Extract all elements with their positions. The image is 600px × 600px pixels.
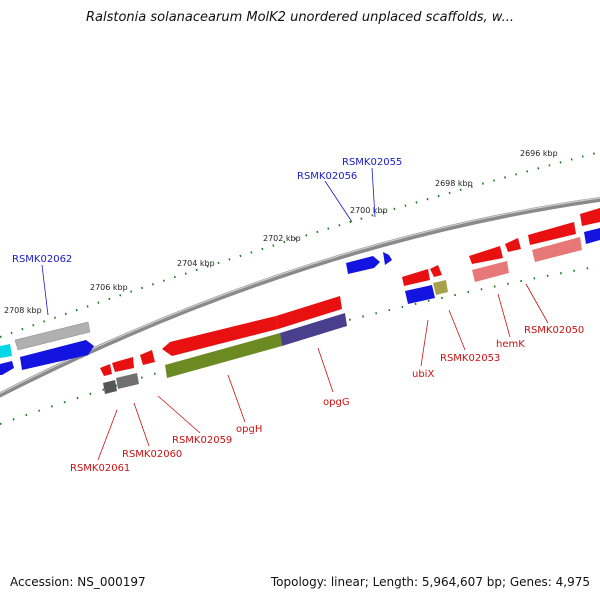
tick-label-2698: 2698 kbp (435, 179, 473, 188)
label-ubiX: ubiX (412, 369, 434, 380)
label-rsmk02050: RSMK02050 (524, 325, 584, 336)
tick-label-2704: 2704 kbp (177, 259, 215, 268)
gene-pink-rsmk02050[interactable] (532, 237, 582, 262)
gene-hemK[interactable] (469, 246, 503, 264)
gene-opgH[interactable] (165, 333, 282, 378)
gene-cyan[interactable] (0, 344, 12, 358)
gene-rsmk02060[interactable] (112, 357, 134, 372)
gene-gray-rsmk02060[interactable] (116, 373, 139, 389)
label-opgG: opgG (323, 397, 350, 408)
label-rsmk02056: RSMK02056 (297, 171, 357, 182)
gene-rsmk02050[interactable] (528, 222, 576, 245)
label-rsmk02062: RSMK02062 (12, 254, 72, 265)
gene-pink-hemK[interactable] (472, 261, 509, 282)
label-rsmk02061: RSMK02061 (70, 463, 130, 474)
gene-rsmk02061[interactable] (100, 364, 112, 376)
gene-rsmk02062[interactable] (20, 340, 94, 370)
label-hemK: hemK (496, 339, 525, 350)
gene-ubiX[interactable] (402, 269, 430, 286)
tick-label-2696: 2696 kbp (520, 149, 558, 158)
tick-label-2702: 2702 kbp (263, 234, 301, 243)
gene-blue-ubix-area[interactable] (405, 285, 435, 304)
label-rsmk02060: RSMK02060 (122, 449, 182, 460)
gene-rsmk02053[interactable] (430, 265, 442, 277)
gene-gray-rsmk02061[interactable] (103, 380, 117, 394)
genome-stats-text: Topology: linear; Length: 5,964,607 bp; … (270, 575, 590, 589)
tick-label-2700: 2700 kbp (350, 206, 388, 215)
label-rsmk02053: RSMK02053 (440, 353, 500, 364)
map-title: Ralstonia solanacearum MolK2 unordered u… (85, 10, 514, 25)
gene-red-small-hemK[interactable] (505, 238, 521, 252)
gene-red-opgH-upper[interactable] (162, 316, 278, 356)
gene-gray-forward[interactable] (14, 321, 91, 351)
tick-label-2708: 2708 kbp (4, 306, 42, 315)
gene-rsmk02056[interactable] (346, 256, 380, 274)
gene-blue-left[interactable] (0, 361, 14, 375)
gene-opgG[interactable] (280, 313, 347, 346)
tick-label-2706: 2706 kbp (90, 283, 128, 292)
label-rsmk02059: RSMK02059 (172, 435, 232, 446)
gene-rsmk02059[interactable] (140, 350, 155, 365)
gene-red-opgG-upper[interactable] (276, 296, 342, 329)
label-opgH: opgH (236, 424, 262, 435)
reverse-genes (100, 208, 600, 394)
genome-backbone (0, 196, 600, 398)
gene-blue-right-edge[interactable] (584, 228, 600, 244)
reverse-leaders (97, 283, 549, 461)
forward-genes (0, 228, 600, 375)
accession-text: Accession: NS_000197 (10, 575, 146, 589)
gene-rsmk02055[interactable] (383, 252, 392, 265)
gene-olive-small[interactable] (433, 280, 448, 295)
forward-leaders (41, 167, 376, 316)
label-rsmk02055: RSMK02055 (342, 157, 402, 168)
gene-red-right-edge[interactable] (580, 208, 600, 226)
